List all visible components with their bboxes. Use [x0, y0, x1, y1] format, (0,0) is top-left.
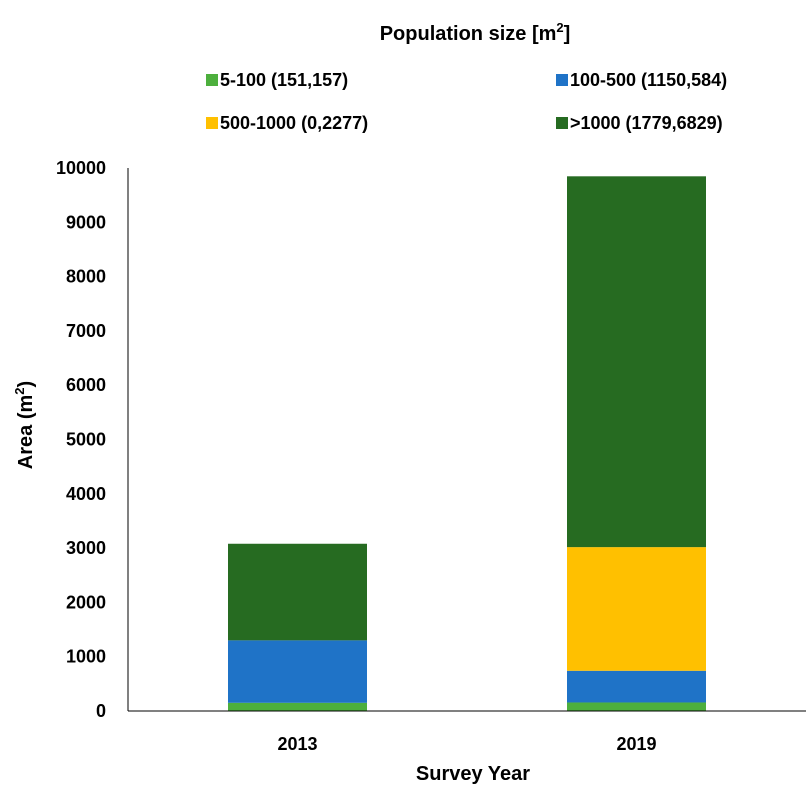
- y-axis-ticks: 0 1000 2000 3000 4000 5000 6000 7000 8000 9000 100…: [56, 158, 106, 721]
- y-tick-label: 8000: [66, 267, 106, 287]
- x-axis-ticks: 2013 2019: [277, 734, 656, 754]
- y-tick-label: 9000: [66, 212, 106, 232]
- y-tick-label: 10000: [56, 158, 106, 178]
- y-tick-label: 3000: [66, 538, 106, 558]
- legend-swatch: [206, 74, 218, 86]
- bar-segment: [567, 702, 706, 711]
- y-tick-label: 7000: [66, 321, 106, 341]
- legend-swatch: [556, 74, 568, 86]
- bar-segment: [228, 640, 367, 703]
- bars: [228, 176, 706, 711]
- legend-label: 500-1000 (0,2277): [220, 113, 368, 133]
- y-axis-title: Area (m2): [12, 381, 37, 469]
- legend: 5-100 (151,157) 100-500 (1150,584) 500-100…: [206, 70, 727, 133]
- bar-segment: [567, 670, 706, 703]
- y-tick-label: 5000: [66, 430, 106, 450]
- x-tick-label: 2019: [616, 734, 656, 754]
- bar-segment: [567, 547, 706, 671]
- legend-label: 100-500 (1150,584): [570, 70, 727, 90]
- legend-swatch: [556, 117, 568, 129]
- bar-segment: [228, 702, 367, 711]
- x-tick-label: 2013: [277, 734, 317, 754]
- legend-label: >1000 (1779,6829): [570, 113, 723, 133]
- legend-label: 5-100 (151,157): [220, 70, 348, 90]
- legend-swatch: [206, 117, 218, 129]
- y-tick-label: 0: [96, 701, 106, 721]
- y-tick-label: 4000: [66, 484, 106, 504]
- bar-segment: [228, 543, 367, 641]
- y-tick-label: 1000: [66, 647, 106, 667]
- y-tick-label: 6000: [66, 375, 106, 395]
- bar-segment: [567, 176, 706, 548]
- y-tick-label: 2000: [66, 592, 106, 612]
- x-axis-title: Survey Year: [416, 763, 530, 785]
- chart-title: Population size [m2]: [380, 20, 571, 45]
